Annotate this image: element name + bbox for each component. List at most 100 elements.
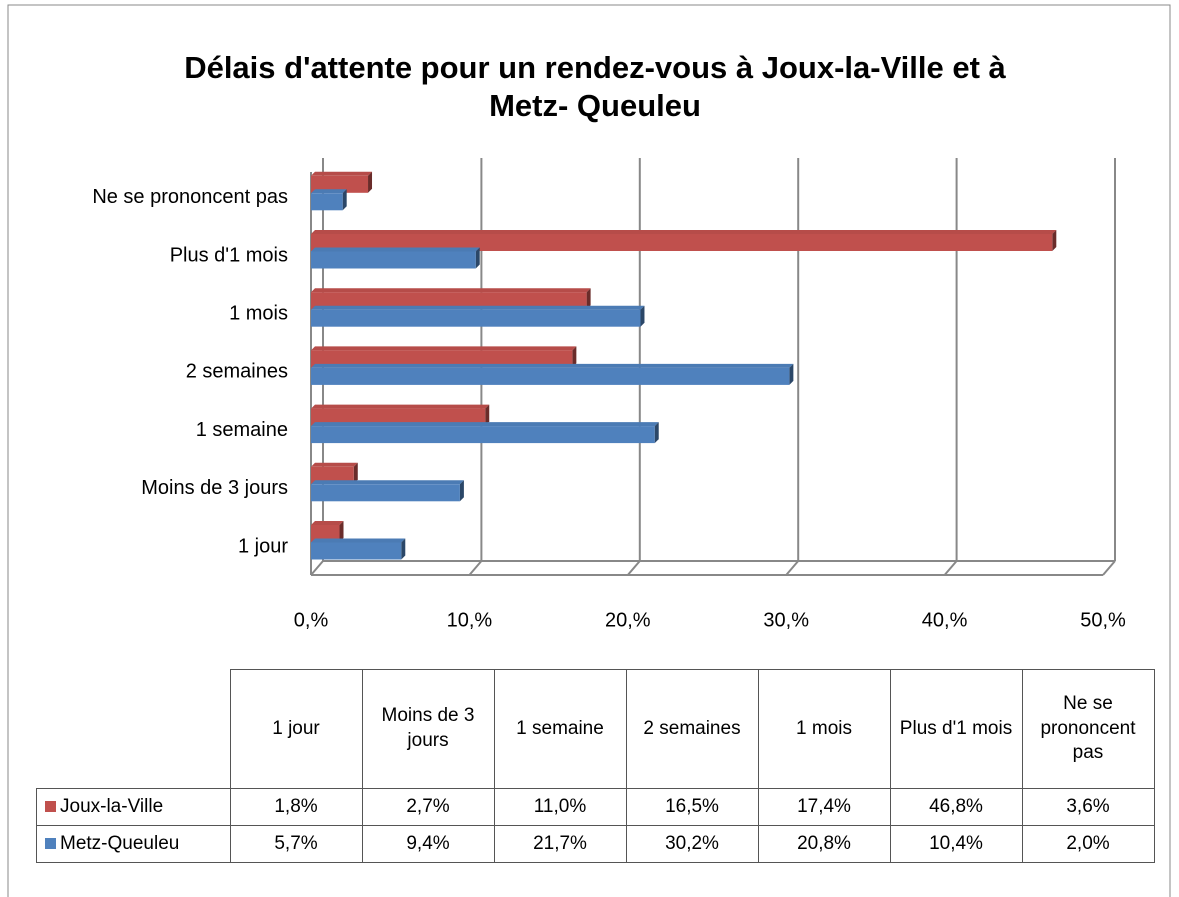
table-value: 5,7%: [229, 825, 363, 863]
grid-floor: [785, 560, 799, 576]
legend-label: Metz-Queuleu: [60, 832, 180, 854]
table-column-header: Moins de 3 jours: [361, 669, 495, 789]
chart-title: Délais d'attente pour un rendez-vous à J…: [184, 50, 1006, 123]
bar-top: [311, 230, 1057, 234]
bar-side: [353, 462, 358, 484]
table-value: 9,4%: [361, 825, 495, 863]
bar-top: [311, 538, 406, 543]
bar-front: [311, 542, 402, 560]
table-column-header: Plus d'1 mois: [889, 669, 1023, 789]
bar-top: [311, 305, 645, 310]
y-tick-label: 2 semaines: [186, 361, 288, 383]
bar-front: [311, 525, 340, 542]
table-column-header: 1 mois: [757, 669, 891, 789]
bar-front: [311, 309, 641, 327]
bar: [311, 480, 464, 502]
bar-side: [789, 363, 794, 385]
legend-entry: Joux-la-Ville: [36, 788, 231, 826]
bar: [311, 521, 344, 542]
table-column-header: 1 semaine: [493, 669, 627, 789]
table-value: 17,4%: [757, 788, 891, 826]
bar-side: [368, 171, 373, 193]
bar: [311, 247, 480, 269]
bar: [311, 422, 659, 444]
legend-swatch: [45, 837, 56, 849]
bar-front: [311, 367, 790, 385]
legend-label: Joux-la-Ville: [60, 795, 164, 817]
bar: [311, 346, 577, 368]
x-tick-label: 10,%: [447, 609, 493, 631]
bar-top: [311, 247, 480, 252]
bar-side: [339, 521, 344, 542]
bar-side: [1052, 230, 1057, 251]
table-row: Joux-la-Ville 1,8% 2,7% 11,0% 16,5% 17,4% 46,8…: [36, 788, 1155, 826]
bar-front: [311, 175, 369, 193]
table-value: 16,5%: [625, 788, 759, 826]
bar-side: [640, 305, 645, 327]
table-value: 10,4%: [889, 825, 1023, 863]
bar-side: [475, 247, 480, 269]
bar-top: [311, 363, 794, 368]
y-tick-label: Moins de 3 jours: [141, 477, 288, 499]
table-column-header: 1 jour: [229, 669, 363, 789]
bar-top: [311, 462, 358, 467]
bar-side: [459, 480, 464, 502]
bar-front: [311, 292, 587, 310]
bar-side: [654, 422, 659, 444]
table-column-header: 2 semaines: [625, 669, 759, 789]
grid-floor: [943, 560, 958, 576]
grid-floor: [310, 560, 324, 576]
bar-top: [311, 422, 659, 427]
bar-top: [311, 480, 464, 485]
bar-side: [342, 189, 347, 211]
bar-side: [586, 288, 591, 310]
bar-top: [311, 171, 373, 176]
table-value: 46,8%: [889, 788, 1023, 826]
bar-side: [572, 346, 577, 368]
bar-top: [311, 404, 490, 409]
grid-floor: [1102, 560, 1116, 576]
bar-top: [311, 288, 591, 293]
y-tick-label: Plus d'1 mois: [170, 244, 288, 266]
bar-side: [485, 404, 490, 426]
x-tick-label: 20,%: [605, 609, 651, 631]
bar: [311, 462, 358, 484]
y-tick-label: 1 semaine: [196, 419, 288, 441]
table-value: 21,7%: [493, 825, 627, 863]
table-column-header: Ne se prononcent pas: [1021, 669, 1155, 789]
bar: [311, 288, 591, 310]
bar-side: [401, 538, 406, 560]
table-value: 20,8%: [757, 825, 891, 863]
bar-top: [311, 346, 577, 351]
bar: [311, 189, 347, 211]
bar-front: [311, 408, 486, 426]
bar: [311, 363, 794, 385]
bar: [311, 404, 490, 426]
table-row: Metz-Queuleu 5,7% 9,4% 21,7% 30,2% 20,8% 10,4%…: [36, 825, 1155, 863]
y-tick-label: 1 mois: [229, 302, 288, 324]
bar-front: [311, 426, 655, 444]
grid-floor: [627, 560, 641, 576]
legend-entry: Metz-Queuleu: [36, 825, 231, 863]
x-tick-label: 0,%: [294, 609, 329, 631]
bar-front: [311, 234, 1053, 251]
table-value: 1,8%: [229, 788, 363, 826]
bar: [311, 305, 645, 327]
bar: [311, 171, 373, 193]
table-value: 11,0%: [493, 788, 627, 826]
bar-front: [311, 193, 343, 211]
data-table: 1 jour Moins de 3 jours 1 semaine 2 semaine…: [36, 669, 1155, 863]
bar-front: [311, 251, 476, 269]
table-value: 3,6%: [1021, 788, 1155, 826]
x-tick-label: 40,%: [922, 609, 968, 631]
bar-top: [311, 189, 347, 194]
grid-floor: [468, 560, 483, 576]
table-header-row: 1 jour Moins de 3 jours 1 semaine 2 semaine…: [37, 669, 1155, 789]
table-value: 30,2%: [625, 825, 759, 863]
table-corner: [37, 670, 231, 789]
y-tick-label: 1 jour: [238, 535, 288, 557]
y-tick-label: Ne se prononcent pas: [92, 186, 288, 208]
x-tick-label: 30,%: [763, 609, 809, 631]
